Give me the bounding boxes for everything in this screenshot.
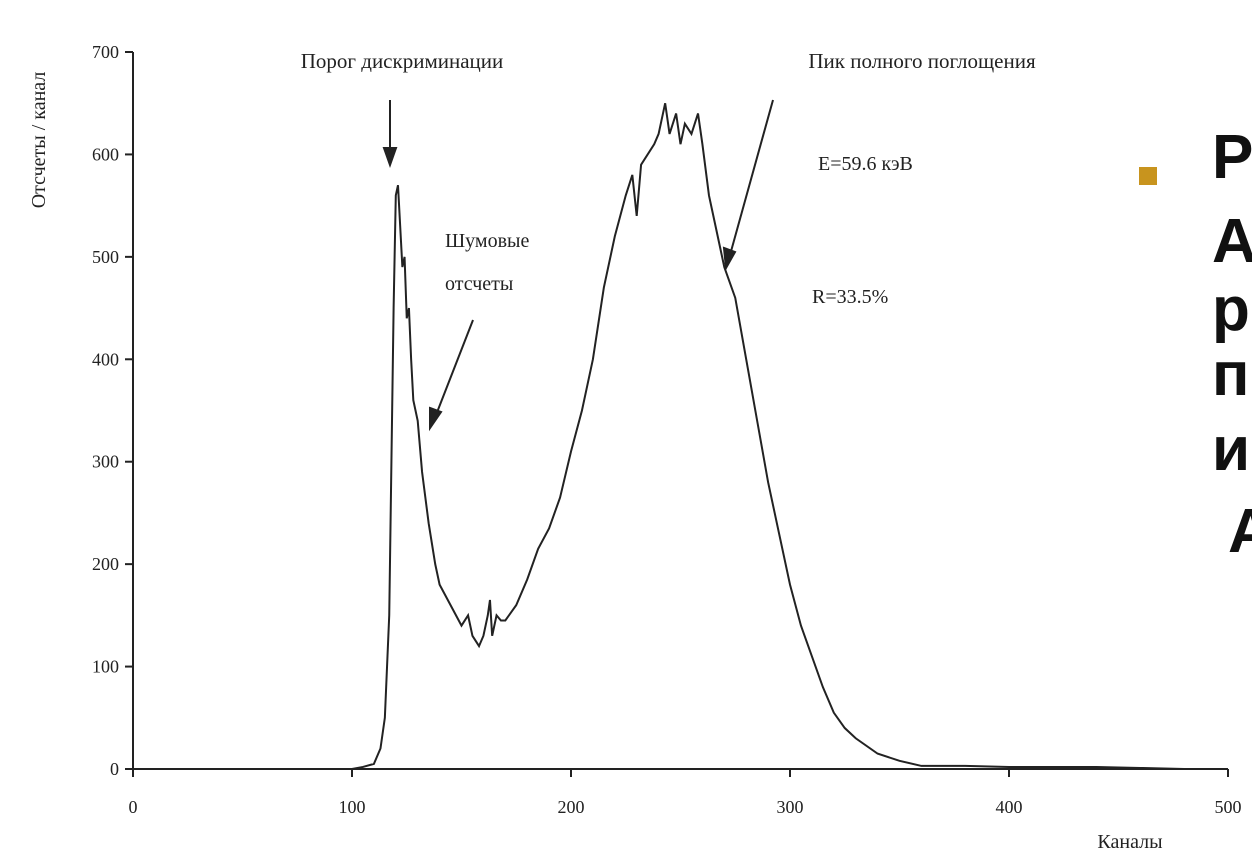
y-tick-label: 0 [110, 759, 119, 779]
x-tick-label: 100 [339, 797, 366, 817]
side-text-line: п [1212, 340, 1249, 409]
annotation: Порог дискриминации [301, 49, 504, 73]
side-text-line: р [1212, 275, 1250, 344]
side-text-line: А [1228, 497, 1252, 566]
y-axis-label: Отсчеты / канал [28, 72, 50, 209]
side-text-line: и [1212, 415, 1250, 484]
annotation: отсчеты [445, 273, 513, 295]
annotation: Пик полного поглощения [808, 49, 1036, 73]
annotation: E=59.6 кэВ [818, 153, 913, 175]
arrows [382, 99, 774, 432]
annotation: Шумовые [445, 230, 529, 252]
y-tick-label: 600 [92, 144, 119, 164]
x-tick-label: 500 [1215, 797, 1242, 817]
y-tick-label: 700 [92, 42, 119, 62]
x-tick-label: 0 [129, 797, 138, 817]
side-text-line: А [1212, 207, 1252, 276]
annotation: R=33.5% [812, 286, 888, 308]
bullet [1139, 167, 1157, 185]
side-text-line: Р [1212, 123, 1252, 192]
y-tick-label: 400 [92, 349, 119, 369]
y-tick-label: 100 [92, 657, 119, 677]
x-tick-label: 400 [996, 797, 1023, 817]
x-axis-label: Каналы [1097, 831, 1162, 853]
spectrum-line [351, 103, 1185, 770]
y-tick-label: 300 [92, 452, 119, 472]
x-tick-label: 300 [777, 797, 804, 817]
y-tick-label: 200 [92, 554, 119, 574]
x-tick-label: 200 [558, 797, 585, 817]
y-tick-label: 500 [92, 247, 119, 267]
